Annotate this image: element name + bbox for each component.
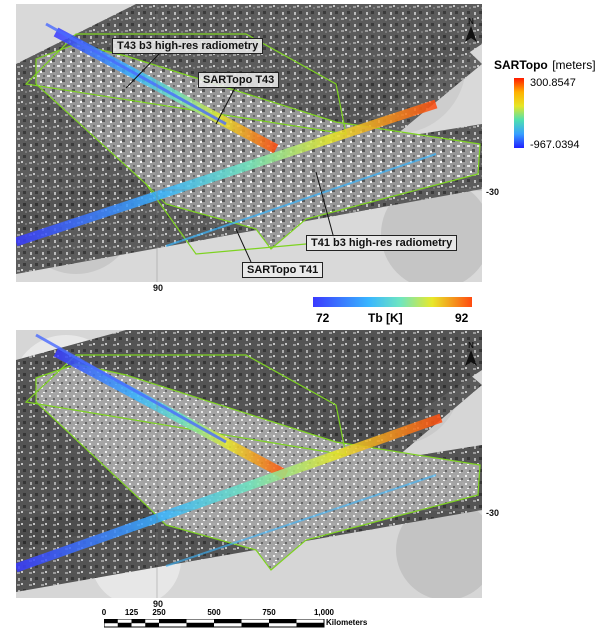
scale-bar: 0 125 250 500 750 1,000 Kilometers [101, 608, 434, 636]
scale-tick-label: 1,000 [313, 608, 335, 617]
north-arrow-icon-bottom [465, 350, 477, 366]
bottom-lat-label: -30 [486, 508, 500, 518]
hires-radiometry-region [36, 44, 480, 249]
sartopo-legend-unit: [meters] [552, 58, 596, 72]
top-lat-label: -30 [486, 187, 500, 197]
scale-bar-unit: Kilometers [326, 618, 368, 627]
callout-sartopo-t43: SARTopo T43 [198, 72, 280, 88]
callout-t43-radiometry: T43 b3 high-res radiometry [112, 38, 264, 54]
scale-tick-label: 500 [207, 608, 221, 617]
tb-colorbar [313, 297, 472, 307]
north-arrow-icon [465, 26, 477, 42]
tb-colorbar-label: Tb [K] [368, 311, 403, 325]
bottom-lon-label: 90 [153, 599, 164, 609]
bottom-map-panel: N [16, 330, 482, 598]
scale-tick-label: 750 [262, 608, 276, 617]
callout-sartopo-t41: SARTopo T41 [242, 262, 324, 278]
radiometry-track-t41 [16, 99, 438, 247]
hires-radiometry-region-bottom [36, 364, 480, 570]
north-label-bottom: N [468, 341, 474, 350]
top-map-panel: N T43 b3 high-res radiometry SARTopo T43… [16, 4, 482, 282]
scale-tick-label: 250 [152, 608, 166, 617]
top-map-svg: N [16, 4, 482, 282]
sartopo-legend-max: 300.8547 [530, 77, 576, 89]
sartopo-legend: SARTopo [meters] 300.8547 -967.0394 [494, 56, 604, 156]
top-lon-label: 90 [153, 283, 164, 293]
sartopo-legend-min: -967.0394 [530, 139, 580, 151]
scale-tick-label: 0 [101, 608, 107, 617]
sartopo-legend-title: SARTopo [494, 58, 548, 72]
north-label: N [468, 17, 474, 26]
scale-bar-segments [104, 619, 325, 628]
tb-colorbar-min: 72 [316, 311, 330, 325]
tb-colorbar-max: 92 [455, 311, 469, 325]
sartopo-colorbar [514, 78, 524, 148]
scale-tick-label: 125 [124, 608, 139, 617]
callout-t41-radiometry: T41 b3 high-res radiometry [306, 235, 458, 251]
bottom-map-svg: N [16, 330, 482, 598]
